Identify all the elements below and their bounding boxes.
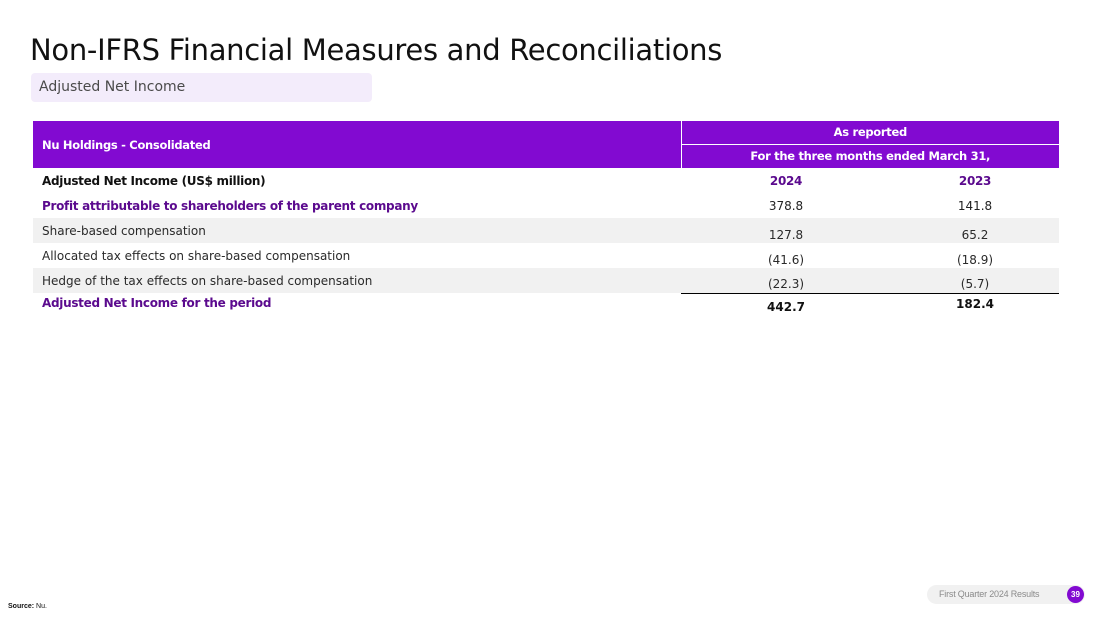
report-name: First Quarter 2024 Results (939, 589, 1040, 599)
period-header: For the three months ended March 31, (681, 144, 1060, 168)
year-2023-header: 2023 (958, 173, 992, 188)
total-label: Adjusted Net Income for the period (42, 296, 272, 310)
row-value-2024: 378.8 (768, 198, 804, 213)
total-value-2023: 182.4 (956, 296, 994, 311)
row-value-2023: 65.2 (891, 218, 1060, 243)
total-value-2024: 442.7 (767, 299, 805, 314)
row-label: Allocated tax effects on share-based com… (42, 248, 351, 263)
source-value: Nu. (36, 603, 47, 610)
footer-report-pill: First Quarter 2024 Results 39 (927, 585, 1085, 604)
total-row: Adjusted Net Income for the period 442.7… (33, 293, 1059, 315)
reconciliation-table: Nu Holdings - Consolidated As reported F… (33, 121, 1060, 315)
row-label: Hedge of the tax effects on share-based … (33, 268, 681, 293)
row-value-2023: (18.9) (956, 252, 994, 267)
page-title: Non-IFRS Financial Measures and Reconcil… (30, 33, 723, 67)
table-row: Hedge of the tax effects on share-based … (33, 268, 1060, 294)
row-value-2024: 127.8 (681, 218, 891, 243)
row-value-2024: (41.6) (767, 252, 805, 267)
table-row: Profit attributable to shareholders of t… (33, 193, 1059, 218)
row-label: Share-based compensation (33, 218, 681, 243)
row-value-2023: (5.7) (891, 268, 1060, 294)
row-value-2023: 141.8 (957, 198, 993, 213)
source-label: Source: (8, 603, 35, 610)
source-note: Source: Nu. (8, 603, 47, 610)
page-number-badge: 39 (1067, 586, 1084, 603)
row-label: Profit attributable to shareholders of t… (42, 198, 418, 213)
as-reported-header: As reported (681, 121, 1060, 145)
row-value-2024: (22.3) (681, 268, 891, 294)
section-label: Adjusted Net Income (US$ million) (42, 173, 266, 188)
section-subtitle: Adjusted Net Income (31, 73, 372, 102)
year-2024-header: 2024 (769, 173, 803, 188)
entity-header: Nu Holdings - Consolidated (33, 121, 682, 168)
table-row: Adjusted Net Income (US$ million) 2024 2… (33, 168, 1059, 193)
table-row: Share-based compensation 127.8 65.2 (33, 218, 1060, 243)
table-row: Allocated tax effects on share-based com… (33, 243, 1059, 268)
